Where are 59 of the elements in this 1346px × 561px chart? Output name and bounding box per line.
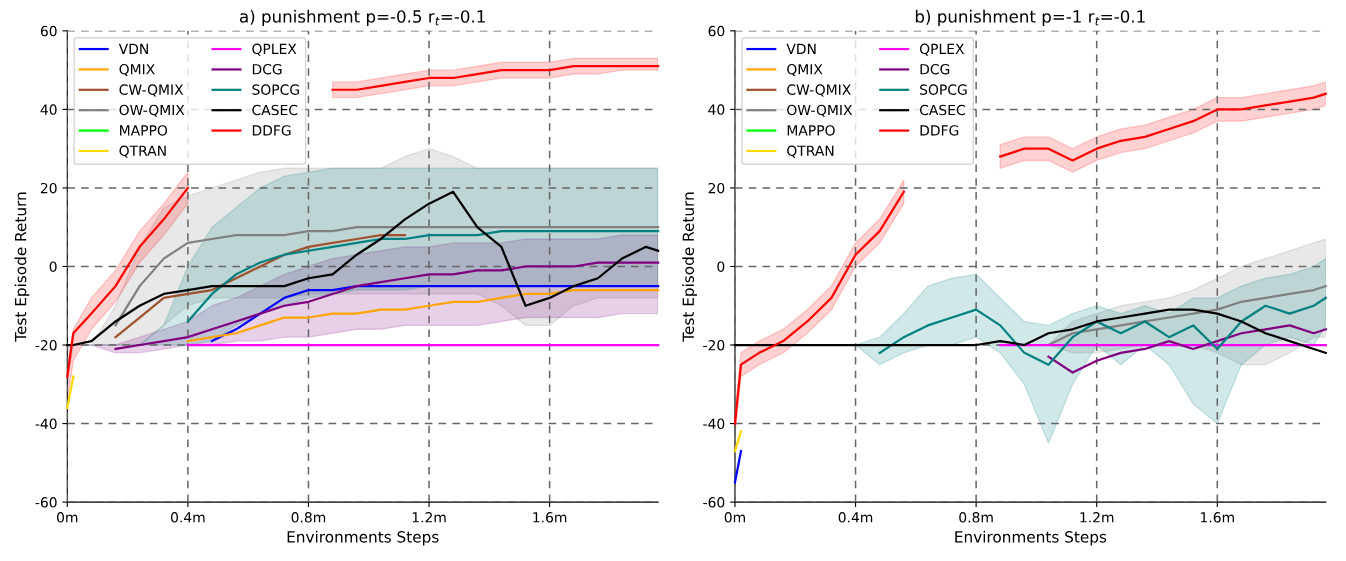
legend-label: DDFG <box>920 125 959 136</box>
y-tick-label: 40 <box>708 104 725 115</box>
y-tick-label: 0 <box>717 261 725 272</box>
chart-title: b) punishment p=-1 r$_{t}$=-0.1 <box>915 9 1145 26</box>
y-tick-label: 20 <box>708 182 725 194</box>
line-series <box>1047 285 1327 347</box>
y-tick-label: -40 <box>703 418 725 430</box>
legend-label: CW-QMIX <box>119 84 184 97</box>
legend-label: CASEC <box>919 104 965 116</box>
x-tick-label: 1.6m <box>533 512 567 523</box>
y-tick-label: -60 <box>703 497 725 508</box>
y-axis-title: Test Episode Return <box>14 192 30 342</box>
y-tick-label: 40 <box>40 104 57 115</box>
y-tick-label: 20 <box>40 182 57 194</box>
legend-label: VDN <box>786 43 816 54</box>
legend-label: DCG <box>252 63 282 75</box>
legend-label: SOPCG <box>252 84 299 95</box>
x-tick-label: 0m <box>57 512 78 523</box>
legend-label: SOPCG <box>920 84 967 95</box>
legend-label: QTRAN <box>787 145 834 158</box>
y-axis-title: Test Episode Return <box>682 192 697 342</box>
y-tick-label: 60 <box>40 25 57 37</box>
legend-label: MAPPO <box>120 125 168 136</box>
legend-label: QTRAN <box>119 145 166 158</box>
legend-label: OW-QMIX <box>119 104 185 117</box>
x-tick-label: 1.6m <box>1201 512 1234 523</box>
legend-label: CW-QMIX <box>787 84 851 97</box>
legend-label: DDFG <box>252 125 291 136</box>
legend-label: OW-QMIX <box>787 104 853 117</box>
legend-label: VDN <box>118 43 148 54</box>
line-series <box>1047 324 1327 374</box>
line-series <box>186 230 660 323</box>
legend-label: QMIX <box>787 63 823 77</box>
y-tick-label: -20 <box>703 339 725 351</box>
x-tick-label: 0.8m <box>291 512 326 523</box>
x-tick-label: 0m <box>724 512 745 523</box>
y-tick-label: -20 <box>35 339 57 351</box>
line-series <box>114 261 660 351</box>
line-series <box>114 233 407 339</box>
x-tick-label: 0.8m <box>959 512 993 523</box>
legend-label: CASEC <box>252 104 298 116</box>
x-tick-label: 1.2m <box>412 512 446 523</box>
x-axis-title: Environments Steps <box>287 530 439 546</box>
y-tick-label: -60 <box>35 497 57 508</box>
line-series <box>878 296 1327 366</box>
legend-label: QPLEX <box>252 43 297 56</box>
x-tick-label: 0.4m <box>170 512 205 523</box>
legend-label: MAPPO <box>787 125 835 136</box>
line-series <box>114 226 660 327</box>
x-tick-label: 0.4m <box>838 512 873 523</box>
y-tick-label: -40 <box>35 418 57 430</box>
y-tick-label: 60 <box>708 25 725 37</box>
chart-title: a) punishment p=-0.5 r$_{t}$=-0.1 <box>239 9 485 26</box>
legend-label: DCG <box>920 63 950 75</box>
y-tick-label: 0 <box>49 261 57 272</box>
x-axis-title: Environments Steps <box>955 530 1107 546</box>
legend-label: QMIX <box>119 63 155 77</box>
legend-label: QPLEX <box>919 43 965 56</box>
x-tick-label: 1.2m <box>1080 512 1114 523</box>
